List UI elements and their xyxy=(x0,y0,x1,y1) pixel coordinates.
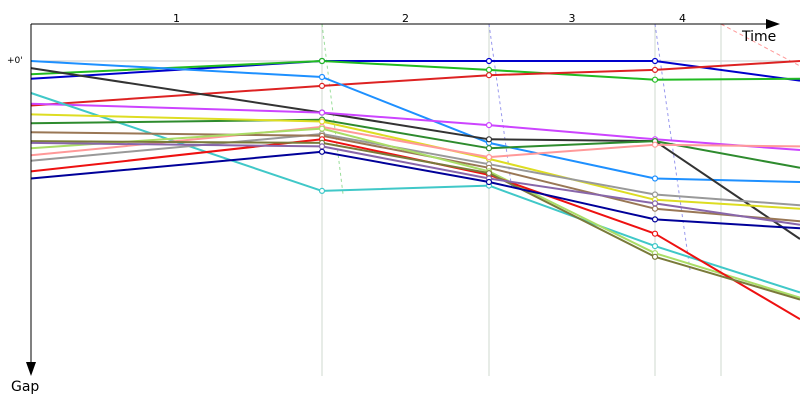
series-2-point-1 xyxy=(318,57,326,65)
lap-label-3: 3 xyxy=(569,12,576,25)
axes: Time Gap +0' xyxy=(7,19,780,395)
series-11-point-2 xyxy=(485,154,493,161)
series-12-point-3 xyxy=(651,205,659,212)
fastest-lap-line-1 xyxy=(321,23,344,195)
series-17-point-2 xyxy=(485,178,493,186)
series-4-point-1 xyxy=(318,73,326,81)
series-15-point-3 xyxy=(651,253,659,260)
series-16 xyxy=(30,141,800,226)
lap-labels: 1 2 3 4 xyxy=(173,12,686,25)
y-axis-title: Gap xyxy=(11,379,39,395)
fastest-lap-line-2 xyxy=(488,23,513,191)
series-17-point-3 xyxy=(651,216,659,223)
series-line-1 xyxy=(30,60,800,82)
series-8-point-2 xyxy=(485,145,493,152)
series-17 xyxy=(30,148,800,230)
y-tick-label: +0' xyxy=(7,56,23,66)
series-11-point-3 xyxy=(651,141,659,148)
series-layer xyxy=(30,57,800,320)
series-15-point-2 xyxy=(485,170,493,177)
series-4-point-3 xyxy=(651,175,659,182)
pace-reference-line xyxy=(720,23,800,67)
series-11 xyxy=(30,123,800,161)
series-2-point-3 xyxy=(651,76,659,83)
series-2 xyxy=(30,57,800,83)
x-axis-title: Time xyxy=(741,29,776,45)
grid-lines xyxy=(31,23,800,376)
series-7-point-1 xyxy=(318,187,326,194)
series-16-point-1 xyxy=(318,143,326,150)
series-10-point-3 xyxy=(651,191,659,198)
lap-label-2: 2 xyxy=(402,12,409,25)
lap-label-4: 4 xyxy=(679,12,686,25)
series-1-point-3 xyxy=(651,57,659,65)
series-9-point-1 xyxy=(318,118,326,125)
series-6-point-1 xyxy=(318,109,326,116)
series-line-2 xyxy=(30,60,800,81)
series-3-point-2 xyxy=(485,72,493,79)
series-line-17 xyxy=(30,150,800,230)
series-5-point-2 xyxy=(485,136,493,143)
series-7-point-3 xyxy=(651,243,659,250)
series-line-14 xyxy=(30,138,800,320)
series-14-point-3 xyxy=(651,230,659,237)
series-6-point-2 xyxy=(485,121,493,129)
gap-axis-arrow-icon xyxy=(26,362,36,376)
fastest-lap-lines xyxy=(321,23,691,271)
lap-label-1: 1 xyxy=(173,12,180,25)
series-4 xyxy=(30,60,800,183)
time-axis-arrow-icon xyxy=(766,19,780,29)
series-16-point-3 xyxy=(651,200,659,207)
series-13-point-1 xyxy=(318,125,326,132)
series-2-point-2 xyxy=(485,66,493,74)
series-1-point-2 xyxy=(485,57,493,65)
series-3 xyxy=(30,60,800,107)
series-17-point-1 xyxy=(318,148,326,155)
series-3-point-3 xyxy=(651,66,659,74)
series-3-point-1 xyxy=(318,82,326,90)
series-line-16 xyxy=(30,141,800,226)
